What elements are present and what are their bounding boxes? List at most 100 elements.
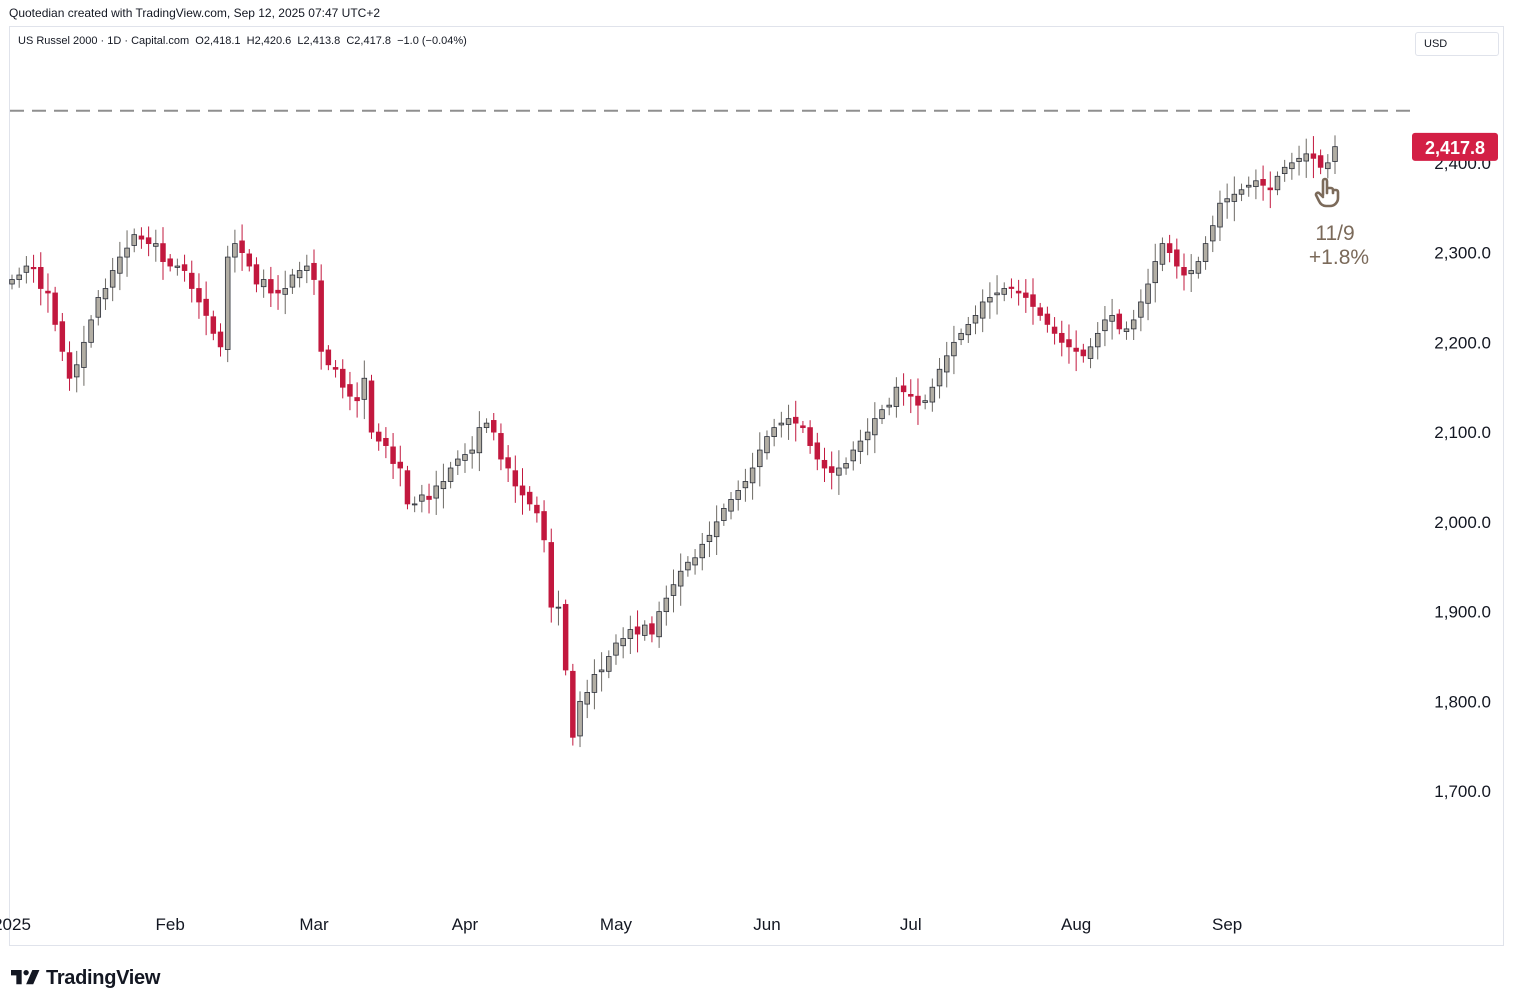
candle xyxy=(361,360,368,420)
candle-body xyxy=(419,494,425,502)
candle-body xyxy=(1166,243,1173,253)
candle xyxy=(66,341,73,391)
candle xyxy=(30,254,37,283)
candle xyxy=(239,224,245,271)
candle xyxy=(699,532,705,571)
candle xyxy=(1274,171,1281,196)
candle-body xyxy=(987,297,993,303)
candle-body xyxy=(1109,315,1115,322)
candle-body xyxy=(45,290,51,294)
last-price-label: 2,417.8 xyxy=(1425,138,1485,158)
chart-frame xyxy=(9,26,1504,946)
candle xyxy=(268,266,274,307)
candle-body xyxy=(548,542,555,608)
candle xyxy=(771,418,777,447)
candle xyxy=(117,241,123,291)
symbol-legend[interactable]: US Russel 2000 · 1D · Capital.com O2,418… xyxy=(18,35,467,47)
candle-body xyxy=(1289,162,1295,170)
candle xyxy=(289,268,296,294)
candle-body xyxy=(1037,307,1043,316)
candle xyxy=(1296,145,1302,176)
currency-selector[interactable]: USD xyxy=(1415,32,1499,56)
candle-body xyxy=(1138,301,1144,318)
candle-body xyxy=(160,243,166,262)
candle-body xyxy=(59,321,66,352)
candle-body xyxy=(88,319,94,343)
last-price-label-layer: 2,417.8 xyxy=(1412,132,1498,161)
candle-body xyxy=(81,341,87,368)
candle-body xyxy=(936,368,943,387)
candle-body xyxy=(814,442,821,460)
candle xyxy=(138,227,145,249)
candle-body xyxy=(462,454,468,461)
candle-body xyxy=(483,422,490,429)
candle xyxy=(555,590,562,626)
time-axis[interactable]: 2025 Feb Mar Apr May Jun Jul Aug Sep xyxy=(0,915,1242,934)
annotation-change: +1.8% xyxy=(1309,246,1369,269)
candle xyxy=(785,404,792,440)
candle-body xyxy=(656,611,662,638)
candle xyxy=(1253,169,1259,200)
candle xyxy=(742,468,749,502)
candle-body xyxy=(203,298,209,316)
candle xyxy=(908,379,914,414)
candle-body xyxy=(476,427,483,454)
candle xyxy=(196,273,202,319)
candle xyxy=(411,496,418,513)
candle-body xyxy=(38,267,44,289)
candle-body xyxy=(145,237,152,245)
candle-body xyxy=(440,481,447,490)
candle xyxy=(1001,282,1007,302)
candle-body xyxy=(1116,313,1123,330)
candle xyxy=(1238,183,1245,202)
candle-body xyxy=(1260,179,1266,186)
candle xyxy=(1130,309,1137,341)
candle xyxy=(685,556,691,577)
candle xyxy=(584,679,590,719)
candle-body xyxy=(742,481,749,489)
candle-body xyxy=(1267,187,1274,191)
candle xyxy=(275,275,281,310)
time-tick-label: May xyxy=(600,915,633,934)
candle-body xyxy=(785,418,792,425)
candle-body xyxy=(519,485,526,496)
candle xyxy=(1267,171,1274,209)
price-axis[interactable]: 1,700.0 1,800.0 1,900.0 2,000.0 2,100.0 2,200… xyxy=(1434,154,1491,801)
candle xyxy=(203,281,209,336)
tradingview-brand[interactable]: TradingView xyxy=(11,966,160,990)
candle-body xyxy=(706,534,713,543)
candle xyxy=(1174,238,1180,279)
candle-body xyxy=(541,511,547,541)
candle xyxy=(663,585,670,626)
candle xyxy=(1008,278,1015,299)
candle-body xyxy=(692,557,698,566)
candle xyxy=(447,461,454,489)
candle xyxy=(735,480,741,511)
candle-body xyxy=(455,458,461,466)
candle-body xyxy=(627,629,634,639)
candle-body xyxy=(1059,332,1065,343)
candle-body xyxy=(311,262,317,280)
candle xyxy=(1224,183,1230,219)
candle-body xyxy=(318,280,324,352)
candle xyxy=(670,569,677,613)
candle xyxy=(1015,279,1022,306)
candle-body xyxy=(23,265,30,273)
candle xyxy=(9,274,15,290)
candle-body xyxy=(526,491,533,505)
candle-body xyxy=(73,364,80,378)
candle-body xyxy=(181,264,188,271)
candle xyxy=(656,601,662,648)
candle xyxy=(1260,165,1266,201)
candle xyxy=(606,650,612,679)
candle xyxy=(491,413,497,441)
candle xyxy=(38,252,44,306)
candle-body xyxy=(153,243,159,247)
candle xyxy=(455,450,461,476)
candle xyxy=(124,230,130,277)
candle xyxy=(1231,176,1238,222)
candle xyxy=(1281,159,1288,182)
candle xyxy=(994,275,1000,315)
candle xyxy=(498,423,504,471)
